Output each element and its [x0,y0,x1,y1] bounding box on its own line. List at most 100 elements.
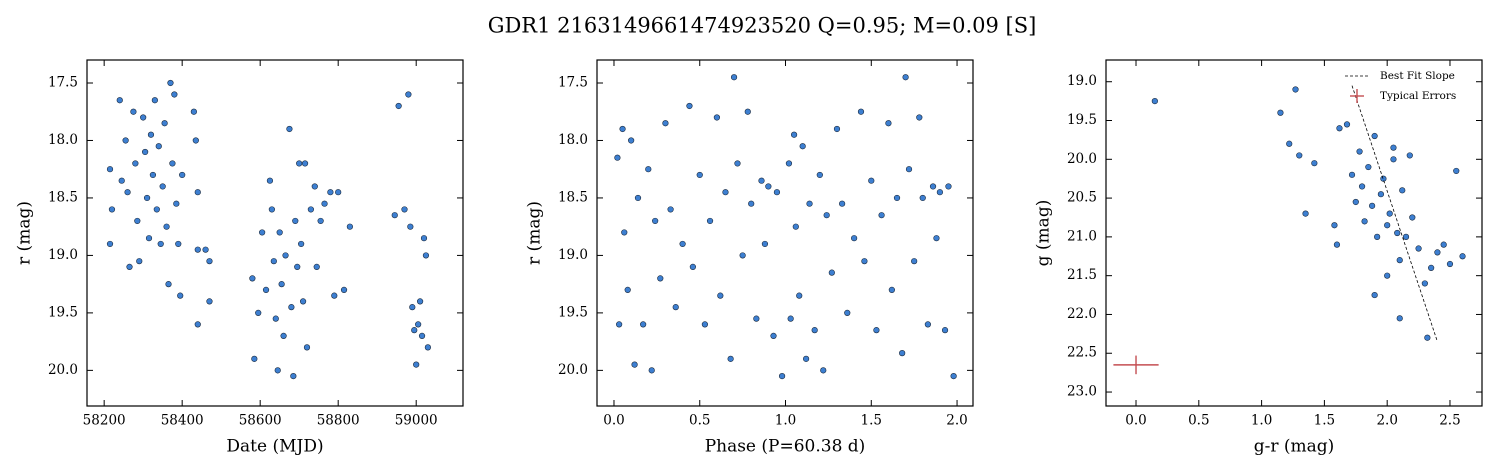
data-point [1369,202,1376,209]
data-point [1434,249,1441,256]
data-point [888,286,895,294]
data-point [140,114,147,121]
data-point [748,200,755,207]
data-point [177,292,184,299]
data-point [851,235,858,242]
data-point [395,102,402,110]
data-point [885,120,892,127]
data-point [167,79,174,87]
data-point [255,309,262,316]
data-point [420,235,428,242]
data-point [126,263,133,271]
data-point [1386,210,1393,217]
data-point [124,189,131,196]
data-point [868,177,875,184]
data-point [1374,233,1381,240]
data-point [773,189,781,196]
data-point [899,350,906,357]
data-point [274,367,281,374]
data-point [689,263,696,271]
x-axis-label: Phase (P=60.38 d) [705,437,866,457]
data-point [672,304,679,311]
x-tick-label: 58200 [83,413,126,429]
data-point [194,321,201,328]
y-tick-label: 20.0 [1067,151,1097,167]
data-point [405,91,412,98]
data-point [206,258,213,265]
data-point [1428,264,1435,272]
data-point [249,275,256,282]
data-point [1377,191,1385,198]
data-point [1333,241,1341,248]
data-point [266,177,274,184]
data-point [313,263,320,271]
data-point [278,281,285,288]
data-point [696,171,703,179]
data-point [288,304,295,311]
data-point [933,235,940,242]
data-point [640,321,647,328]
legend-label: Typical Errors [1380,90,1456,102]
data-point [299,298,307,305]
data-point [391,212,398,219]
data-point [175,240,182,248]
data-point [662,120,669,127]
data-point [317,217,324,225]
data-point [816,171,823,179]
data-point [706,217,714,225]
data-point [1402,233,1410,240]
data-point [621,229,628,236]
data-point [785,160,793,167]
data-point [713,114,721,121]
y-tick-label: 18.5 [48,189,78,205]
panel: 58200 58400 58600 58800 59000 17.5 18.0 18.5 19.… [15,59,464,457]
x-axis-label: Date (MJD) [226,437,323,457]
data-point [631,361,638,368]
data-point [796,292,803,299]
data-point [1361,218,1368,225]
data-point [1390,144,1397,151]
data-point [321,200,328,207]
data-point [950,373,957,380]
data-point [916,114,923,121]
data-point [1352,198,1359,206]
data-point [1406,152,1413,159]
data-point [873,327,880,334]
x-tick-label: 2.0 [1376,413,1397,429]
data-point [722,189,729,196]
y-axis-label: g (mag) [1034,200,1054,267]
data-point [276,229,283,236]
data-point [679,240,686,248]
data-point [303,344,311,351]
data-point [422,252,430,259]
data-point [161,120,168,127]
x-tick-label: 1.0 [775,413,796,429]
x-tick-label: 1.5 [1314,413,1335,429]
data-point [1151,98,1158,105]
data-point [286,125,293,133]
data-point [272,315,279,322]
x-tick-label: 2.5 [1439,413,1460,429]
y-tick-label: 21.0 [1067,228,1097,244]
data-point [106,166,114,173]
data-point [424,344,431,351]
data-point [108,206,116,213]
data-point [340,286,348,294]
data-point [1286,140,1293,147]
data-point [331,292,338,299]
data-point [648,367,655,374]
data-point [251,355,258,362]
data-point [770,332,777,339]
data-point [758,177,765,184]
data-point [1394,229,1401,237]
data-point [409,304,416,311]
data-point [761,240,769,248]
data-point [159,183,166,190]
data-point [1380,175,1387,182]
data-point [861,258,868,265]
data-point [765,183,772,190]
data-point [893,194,901,202]
figure-title: GDR1 2163149661474923520 Q=0.95; M=0.09 … [488,14,1037,38]
